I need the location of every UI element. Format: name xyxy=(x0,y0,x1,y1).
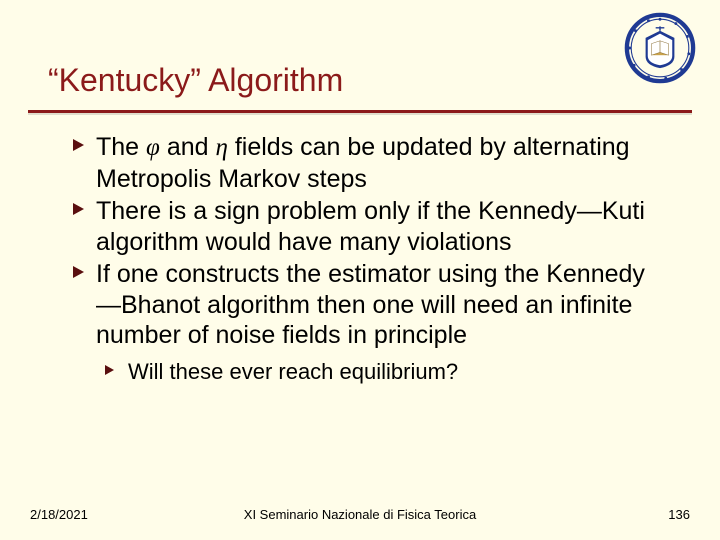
bullet-item: The φ and η fields can be updated by alt… xyxy=(72,132,660,194)
triangle-bullet-icon xyxy=(72,138,86,152)
footer-title: XI Seminario Nazionale di Fisica Teorica xyxy=(0,507,720,522)
sub-bullet-item: Will these ever reach equilibrium? xyxy=(104,359,660,386)
slide-body: The φ and η fields can be updated by alt… xyxy=(72,132,660,387)
bullet-item: There is a sign problem only if the Kenn… xyxy=(72,196,660,257)
bullet-item: If one constructs the estimator using th… xyxy=(72,259,660,351)
bullet-text: If one constructs the estimator using th… xyxy=(96,260,645,349)
triangle-bullet-icon xyxy=(104,364,116,376)
university-logo xyxy=(624,12,696,84)
sub-bullet-text: Will these ever reach equilibrium? xyxy=(128,359,458,384)
slide-title: “Kentucky” Algorithm xyxy=(48,62,343,99)
bullet-text: The φ and η fields can be updated by alt… xyxy=(96,133,630,193)
footer-page-number: 136 xyxy=(668,507,690,522)
title-divider xyxy=(28,110,692,113)
bullet-text: There is a sign problem only if the Kenn… xyxy=(96,197,645,256)
triangle-bullet-icon xyxy=(72,265,86,279)
slide-footer: 2/18/2021 XI Seminario Nazionale di Fisi… xyxy=(0,507,720,522)
slide: “Kentucky” Algorithm The φ and η fields … xyxy=(0,0,720,540)
triangle-bullet-icon xyxy=(72,202,86,216)
footer-date: 2/18/2021 xyxy=(30,507,88,522)
